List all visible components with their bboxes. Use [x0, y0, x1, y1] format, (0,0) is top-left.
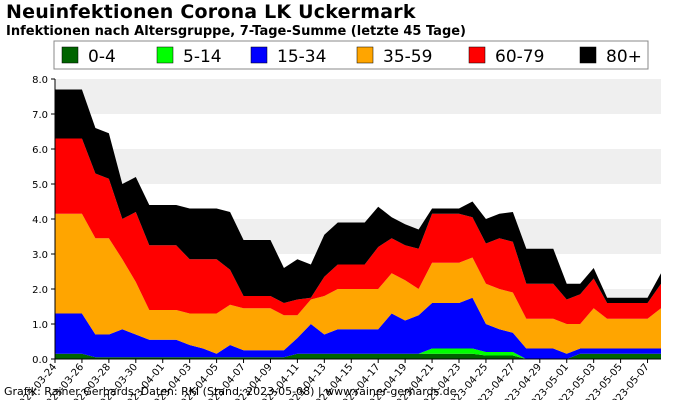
legend-swatch-35-59: [356, 46, 374, 64]
legend-label-60-79: 60-79: [495, 47, 544, 67]
legend-swatch-60-79: [468, 46, 486, 64]
area-80+: [55, 89, 661, 303]
legend-swatch-80+: [579, 46, 597, 64]
y-tick-label: 6.0: [32, 145, 48, 156]
y-tick-label: 7.0: [32, 110, 48, 121]
legend-label-0-4: 0-4: [88, 47, 116, 67]
grid-band: [55, 149, 661, 184]
legend-label-80+: 80+: [606, 47, 642, 67]
area-15-34: [55, 297, 661, 359]
legend-label-15-34: 15-34: [277, 47, 326, 67]
area-series: [55, 89, 661, 359]
legend: 0-4 5-14 15-34 35-59 60-79 80+: [53, 40, 649, 70]
legend-swatch-0-4: [61, 46, 79, 64]
y-tick-label: 2.0: [32, 285, 48, 296]
legend-swatch-15-34: [250, 46, 268, 64]
legend-label-35-59: 35-59: [383, 47, 432, 67]
legend-swatch-5-14: [156, 46, 174, 64]
grid-band: [55, 79, 661, 114]
source-footer: Grafik: Rainer Gerhards, Daten: RKI (Sta…: [4, 385, 457, 398]
y-tick-label: 5.0: [32, 180, 48, 191]
area-60-79: [55, 138, 661, 324]
y-tick-label: 0.0: [32, 355, 48, 366]
legend-box: [53, 40, 649, 70]
y-tick-label: 1.0: [32, 320, 48, 331]
y-tick-label: 4.0: [32, 215, 48, 226]
legend-label-5-14: 5-14: [183, 47, 222, 67]
y-tick-label: 3.0: [32, 250, 48, 261]
chart-title: Neuinfektionen Corona LK Uckermark: [6, 1, 416, 23]
chart-subtitle: Infektionen nach Altersgruppe, 7-Tage-Su…: [6, 24, 467, 39]
area-0-4: [55, 353, 661, 359]
grid-band: [55, 114, 661, 149]
area-35-59: [55, 213, 661, 354]
y-axis-ticks: 0.0 1.0 2.0 3.0 4.0 5.0 6.0 7.0 8.0: [32, 75, 55, 366]
y-tick-label: 8.0: [32, 75, 48, 86]
